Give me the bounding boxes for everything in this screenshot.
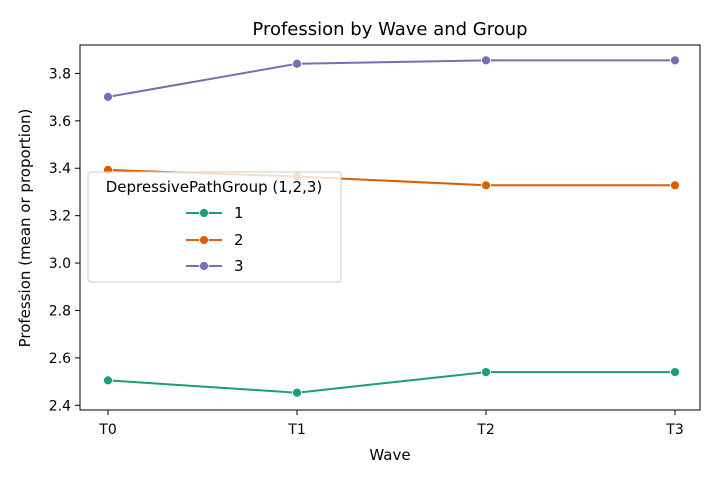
legend-marker	[199, 208, 209, 218]
y-axis-label: Profession (mean or proportion)	[16, 109, 34, 348]
y-tick-label: 3.6	[49, 114, 71, 130]
x-axis-label: Wave	[369, 446, 410, 464]
x-axis: T0 T1 T2 T3	[98, 410, 684, 438]
data-point	[481, 55, 491, 66]
data-point	[670, 180, 680, 191]
y-tick-label: 3.4	[49, 161, 71, 177]
legend-marker	[199, 235, 209, 245]
x-tick-label: T2	[476, 422, 494, 438]
legend-label: 2	[234, 231, 244, 249]
legend-entry-2: 2	[186, 231, 244, 249]
series-1	[103, 367, 680, 398]
legend-label: 3	[234, 257, 244, 275]
legend-label: 1	[234, 204, 244, 222]
y-tick-label: 2.4	[49, 398, 71, 414]
x-tick-label: T0	[98, 422, 116, 438]
data-point	[481, 367, 491, 377]
plot-frame	[79, 44, 701, 411]
legend-entries: 1 2 3	[186, 204, 244, 275]
y-tick-label: 3.2	[49, 209, 71, 225]
y-tick-label: 2.6	[49, 351, 71, 367]
legend: DepressivePathGroup (1,2,3) 1 2 3	[87, 171, 342, 283]
data-point	[292, 58, 302, 69]
data-point	[103, 92, 113, 102]
legend-title: DepressivePathGroup (1,2,3)	[106, 178, 323, 196]
y-tick-label: 2.8	[49, 303, 71, 319]
x-tick-label: T1	[287, 422, 305, 438]
series-line-1	[107, 371, 675, 394]
y-tick-label: 3.0	[49, 256, 71, 272]
legend-entry-3: 3	[186, 257, 244, 275]
y-axis: 2.4 2.6 2.8 3.0 3.2 3.4 3.6 3.8	[49, 66, 80, 414]
data-point	[670, 367, 680, 377]
data-point	[103, 375, 113, 386]
data-point	[670, 55, 680, 66]
legend-box	[87, 171, 342, 283]
data-point	[292, 387, 302, 398]
data-point	[481, 180, 491, 191]
x-tick-label: T3	[665, 422, 683, 438]
legend-marker	[199, 261, 209, 271]
chart-title: Profession by Wave and Group	[252, 19, 527, 40]
legend-entry-1: 1	[186, 204, 244, 222]
series-3	[103, 55, 680, 102]
y-tick-label: 3.8	[49, 66, 71, 82]
series-line-3	[107, 59, 675, 98]
